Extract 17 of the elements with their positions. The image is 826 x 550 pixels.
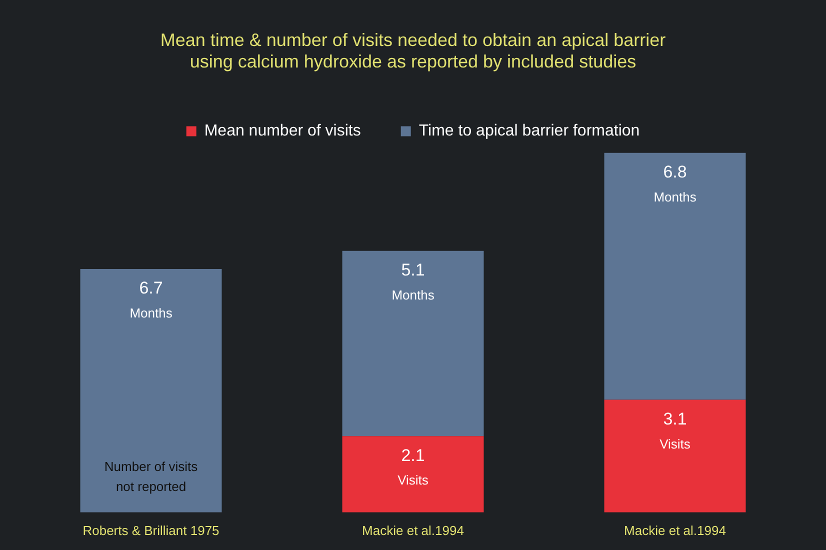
x-tick-label: Roberts & Brilliant 1975 — [82, 522, 220, 538]
chart-title: Mean time & number of visits needed to obtain an apical barrier using calcium hydroxide as reported by included studies — [160, 30, 666, 72]
legend-label: Time to apical barrier formation — [418, 122, 640, 140]
data-label: 6.7 Months — [130, 278, 173, 321]
annotation: Number of visits not reported — [104, 458, 198, 494]
bar — [342, 250, 484, 436]
data-label: 2.1 Visits — [398, 446, 429, 488]
data-label: 3.1 Visits — [660, 409, 691, 452]
bar — [80, 269, 222, 512]
data-label: 6.8 Months — [654, 162, 697, 204]
data-label: 5.1 Months — [392, 260, 435, 302]
bar — [342, 436, 484, 512]
legend-label: Mean number of visits — [204, 122, 361, 140]
x-tick-label: Mackie et al.1994 — [624, 522, 726, 538]
bar — [604, 152, 746, 400]
bar — [604, 400, 746, 512]
x-tick-label: Mackie et al.1994 — [362, 522, 464, 538]
